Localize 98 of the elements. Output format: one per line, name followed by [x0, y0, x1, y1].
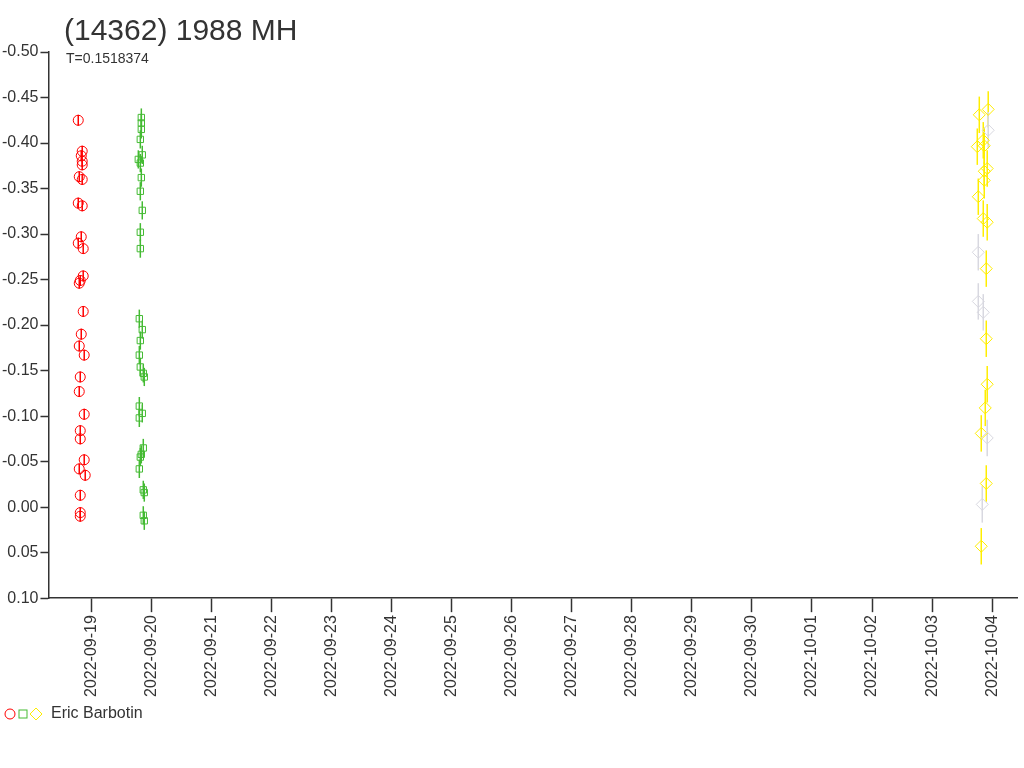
point — [971, 190, 985, 204]
point — [76, 200, 88, 212]
point — [72, 237, 84, 249]
point — [139, 486, 147, 494]
point — [136, 228, 144, 236]
x-tick-label: 2022-09-25 — [441, 615, 459, 697]
point — [980, 215, 994, 229]
point — [77, 270, 89, 282]
point — [73, 386, 85, 398]
y-tick-label: -0.35 — [2, 178, 39, 196]
y-tick-label: -0.10 — [2, 406, 39, 424]
point — [139, 444, 147, 452]
x-tick-label: 2022-09-21 — [201, 615, 219, 697]
y-tick-label: 0.05 — [7, 543, 39, 561]
y-tick-label: -0.05 — [2, 452, 39, 470]
point — [977, 139, 991, 153]
point — [139, 511, 147, 520]
point — [136, 244, 144, 253]
point — [140, 373, 148, 381]
y-tick-label: 0.10 — [7, 588, 39, 606]
point — [137, 173, 145, 182]
point — [136, 453, 144, 461]
point — [974, 426, 988, 440]
point — [77, 305, 89, 317]
y-tick-label: 0.00 — [7, 497, 39, 515]
point — [976, 212, 990, 226]
point — [78, 349, 90, 361]
x-tick-label: 2022-09-29 — [682, 615, 700, 697]
point — [980, 377, 994, 391]
point — [137, 450, 145, 459]
point — [135, 351, 143, 359]
point — [140, 517, 148, 525]
point — [78, 408, 90, 420]
point — [980, 431, 994, 445]
point — [140, 488, 148, 497]
point — [971, 245, 985, 259]
point — [975, 497, 989, 511]
point — [135, 402, 143, 410]
y-tick-label: -0.15 — [2, 361, 39, 378]
legend-label: Eric Barbotin — [51, 704, 143, 722]
point — [977, 173, 991, 187]
y-tick-label: -0.40 — [2, 133, 39, 151]
point — [135, 315, 143, 323]
point — [136, 187, 144, 195]
point — [138, 409, 146, 418]
point — [72, 197, 84, 209]
point — [136, 159, 144, 167]
point — [136, 135, 144, 144]
point — [138, 325, 146, 334]
y-tick-label: -0.30 — [2, 224, 39, 242]
x-tick-label: 2022-09-26 — [502, 615, 520, 697]
point — [74, 371, 86, 383]
point — [139, 369, 147, 377]
y-tick-label: -0.45 — [2, 87, 39, 105]
point — [73, 463, 85, 475]
point — [136, 363, 144, 371]
point — [136, 336, 144, 345]
x-tick-label: 2022-09-22 — [261, 615, 279, 697]
point — [981, 123, 995, 137]
x-tick-label: 2022-10-01 — [802, 615, 820, 697]
chart-title: (14362) 1988 MH — [64, 13, 298, 46]
point — [78, 454, 90, 466]
point — [72, 114, 84, 126]
point — [971, 294, 985, 308]
x-tick-label: 2022-09-23 — [321, 615, 339, 697]
point — [138, 151, 146, 159]
point — [135, 465, 143, 473]
point — [74, 489, 86, 501]
point — [137, 113, 145, 122]
point — [970, 140, 984, 154]
y-tick-label: -0.25 — [2, 269, 39, 287]
chart-subtitle: T=0.1518374 — [66, 50, 150, 66]
point — [972, 108, 986, 122]
x-tick-label: 2022-10-02 — [862, 615, 880, 697]
point — [135, 414, 143, 422]
point — [978, 401, 992, 415]
x-tick-label: 2022-09-27 — [562, 615, 580, 697]
x-tick-label: 2022-09-28 — [622, 615, 640, 697]
point — [979, 262, 993, 276]
point — [137, 125, 145, 134]
x-tick-label: 2022-09-20 — [141, 615, 159, 697]
x-tick-label: 2022-09-19 — [81, 615, 99, 697]
y-tick-label: -0.50 — [2, 42, 39, 60]
point — [137, 119, 145, 127]
y-tick-label: -0.20 — [2, 315, 39, 333]
x-tick-label: 2022-10-03 — [922, 615, 940, 697]
point — [138, 206, 146, 215]
point — [79, 469, 91, 481]
point — [979, 476, 993, 490]
point — [979, 332, 993, 346]
x-tick-label: 2022-10-04 — [982, 615, 1000, 697]
point — [981, 102, 995, 116]
point — [976, 133, 990, 147]
point — [134, 155, 142, 164]
point — [976, 305, 990, 319]
x-tick-label: 2022-09-30 — [742, 615, 760, 697]
x-tick-label: 2022-09-24 — [381, 615, 399, 697]
point — [974, 539, 988, 553]
